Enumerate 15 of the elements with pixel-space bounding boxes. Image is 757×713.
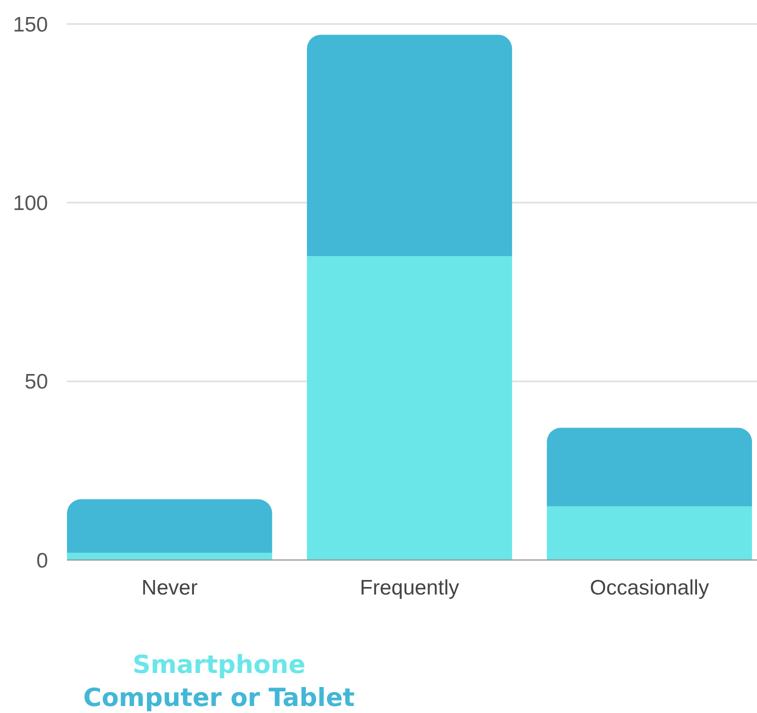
y-tick-label: 150	[12, 13, 48, 36]
text: Smartphone	[132, 650, 306, 679]
bar	[306, 256, 512, 560]
bar	[67, 499, 272, 553]
bar	[306, 34, 512, 256]
x-tick-label: Occasionally	[590, 576, 710, 600]
x-tick-label: Frequently	[360, 576, 460, 600]
bar	[546, 428, 752, 506]
y-tick-label: 100	[12, 192, 48, 216]
bar	[67, 552, 272, 560]
y-tick-label: 50	[24, 370, 48, 394]
x-tick-label: Never	[142, 576, 198, 600]
text: Computer or Tablet	[83, 683, 355, 712]
y-tick-label: 0	[36, 549, 48, 572]
bar	[546, 506, 752, 560]
